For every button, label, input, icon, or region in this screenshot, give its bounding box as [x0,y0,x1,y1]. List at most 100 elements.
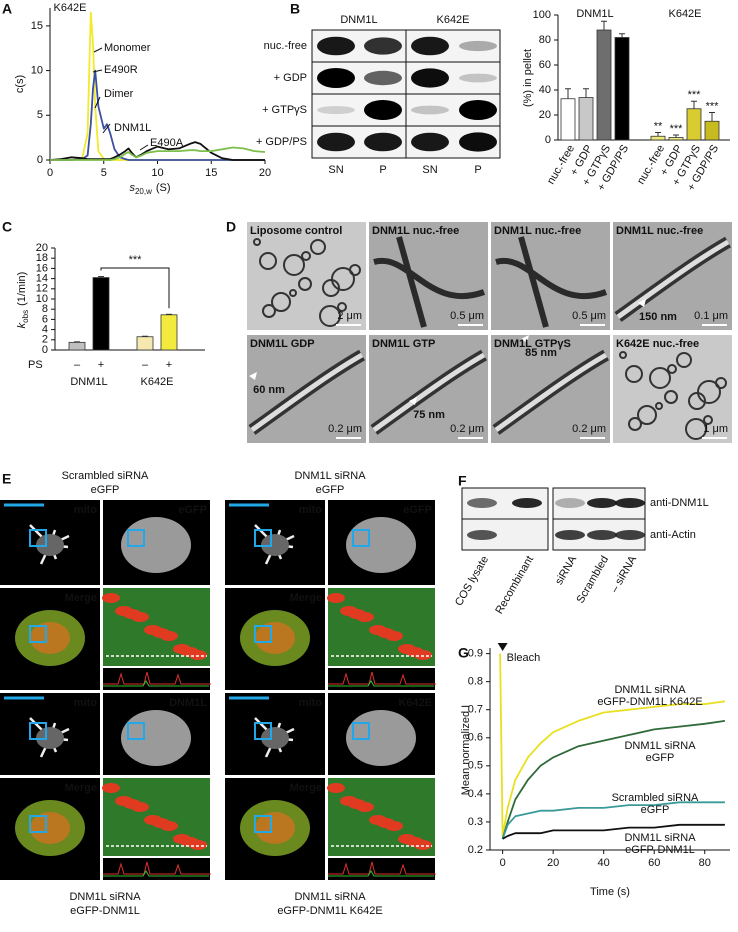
roi-box [127,722,145,740]
bleach-marker [497,643,508,651]
vesicle [349,264,361,276]
zoom-mito [398,834,416,844]
gel-lane-label: P [379,164,386,176]
nucleus [36,727,64,749]
tubule-core [494,352,608,433]
zoom-mito [369,625,387,635]
roi-box [352,529,370,547]
tubule [373,236,486,328]
zoom-mito [398,644,416,654]
micrograph [613,335,732,443]
micrograph-image [491,222,610,330]
roi-box [254,815,272,833]
legend-entry: Scrambled siRNA [612,792,699,804]
significance-bracket [100,267,170,309]
roi-box [29,625,47,643]
x-tick-label: 15 [205,167,217,179]
gel-row-label: nuc.-free [264,40,307,52]
x-tick-label: + [166,359,172,371]
blot-band [555,498,585,508]
error-bar [74,341,80,343]
scale-label: 0.2 μm [328,423,362,435]
scale-label: 1 μm [703,423,728,435]
gel-band [459,100,497,120]
panel-letter: C [2,219,12,235]
y-tick-label: 20 [539,109,551,121]
y-tick-label: 0.7 [468,704,483,716]
blot-band [555,530,585,540]
y-tick-label: 14 [36,273,48,285]
x-tick-label: + [98,359,104,371]
y-tick-label: 40 [539,84,551,96]
micrograph-image [369,222,488,330]
y-tick-label: 12 [36,283,48,295]
label-symbol: s [129,182,135,194]
gel-band [364,100,402,120]
tubule [495,236,608,328]
zoom-mito [369,815,387,825]
bar [596,29,612,141]
legend-entry: eGFP [641,804,670,816]
y-tick-label: 18 [36,252,48,264]
bar [136,336,154,351]
channel-label: mito [299,697,323,709]
vesicle [676,352,692,368]
y-tick-label: 0.3 [468,816,483,828]
zoom-mito [115,606,133,616]
vesicle [262,304,276,318]
gel-band [459,73,497,83]
panel-letter: D [226,219,236,235]
vesicle [310,239,326,255]
vesicle [688,392,706,410]
error-bar [709,112,715,122]
significance: ** [654,120,663,132]
group-label: DNM1L [576,8,613,20]
gel-band [411,36,449,56]
roi-box [352,722,370,740]
y-tick-label: 15 [31,20,43,32]
vesicle [667,364,677,374]
panel-letter: G [458,645,469,661]
scale-label: 0.2 μm [450,423,484,435]
scale-label: 2 μm [337,310,362,322]
error-bar [565,88,571,99]
zoom-mito [102,783,120,793]
lane-label: siRNA [553,553,579,587]
gel-band [411,105,449,115]
antibody-label: anti-DNM1L [650,497,709,509]
vesicle [259,252,277,270]
micrograph-title: DNM1L GTP [372,338,435,350]
line-series [501,720,726,840]
channel-label: Merge [65,782,97,794]
y-tick-label: 0 [42,344,48,356]
gel-band [317,68,355,88]
y-tick-label: 6 [42,313,48,325]
profile-green [103,870,209,877]
y-tick-label: 0 [37,154,43,166]
error-bar [583,88,589,98]
gel-lane-label: P [474,164,481,176]
group-label: DNM1L [70,376,107,388]
zoom-mito [327,783,345,793]
legend-entry: DNM1L siRNA [624,832,696,844]
y-tick-label: 10 [31,64,43,76]
y-tick-label: 20 [36,242,48,254]
lane-label: Scrambled [574,554,611,606]
y-tick-label: 0.2 [468,844,483,856]
zoom-mito [173,644,191,654]
tubule-width: 85 nm [525,347,557,359]
y-axis-title: (%) in pellet [522,49,534,107]
label-subscript: obs [21,310,30,323]
category-row-label: PS [28,359,43,371]
profile-red [103,861,211,875]
tubule-width: 75 nm [413,409,445,421]
lane-label: – siRNA [609,553,640,595]
gel-column-label: DNM1L [340,14,377,26]
channel-label: mito [74,504,98,516]
zoom-mito [327,593,345,603]
vesicle [715,377,727,389]
bar [614,37,630,141]
zoom-mito [102,593,120,603]
significance: *** [688,89,702,101]
x-tick-label: 20 [259,167,271,179]
